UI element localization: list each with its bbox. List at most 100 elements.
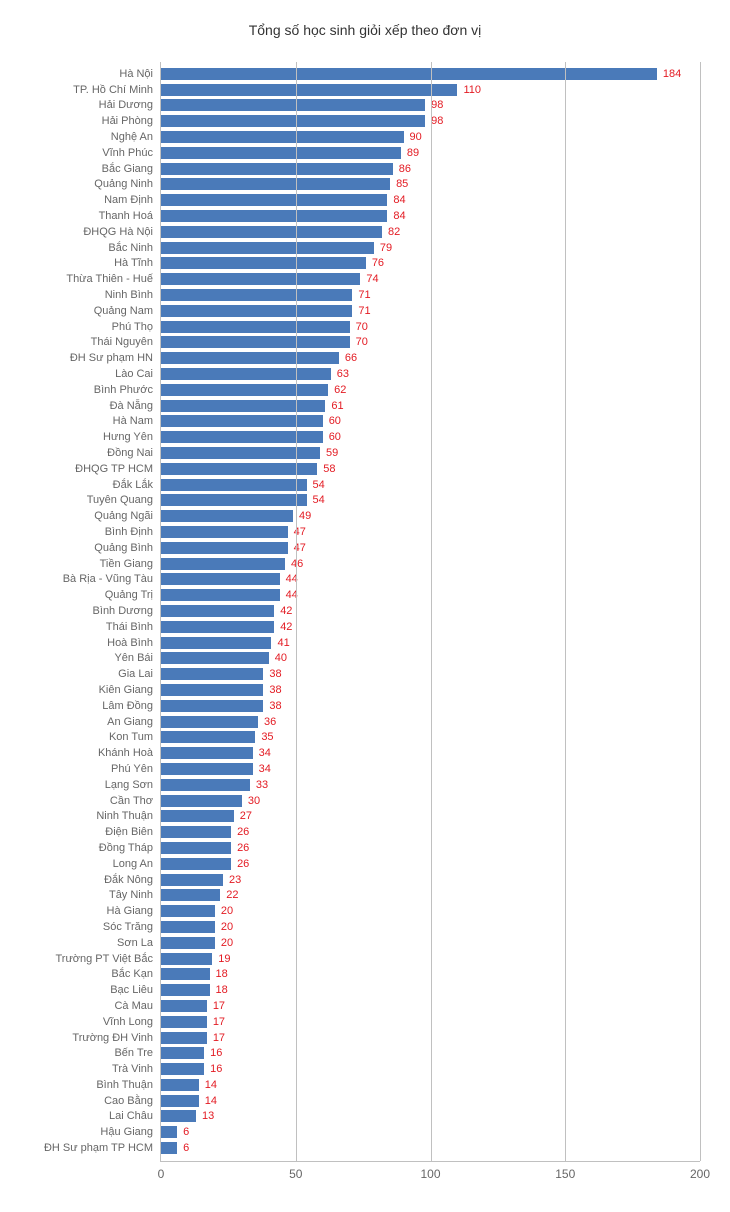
- bar: [161, 131, 404, 143]
- bar: [161, 226, 382, 238]
- bar: [161, 384, 328, 396]
- bar: [161, 858, 231, 870]
- bar: [161, 305, 352, 317]
- value-label: 30: [248, 795, 260, 807]
- bar: [161, 573, 280, 585]
- category-label: Bắc Ninh: [108, 242, 153, 254]
- value-label: 17: [213, 1000, 225, 1012]
- category-label: An Giang: [107, 716, 153, 728]
- bar: [161, 763, 253, 775]
- value-label: 41: [277, 637, 289, 649]
- bar: [161, 84, 457, 96]
- bar: [161, 921, 215, 933]
- value-label: 66: [345, 352, 357, 364]
- category-label: Ninh Thuận: [96, 810, 153, 822]
- bar: [161, 210, 387, 222]
- chart-title: Tổng số học sinh giỏi xếp theo đơn vị: [10, 22, 720, 38]
- category-label: Phú Thọ: [112, 321, 153, 333]
- bar: [161, 336, 350, 348]
- value-label: 54: [313, 494, 325, 506]
- category-label: Bắc Giang: [102, 163, 153, 175]
- bar: [161, 289, 352, 301]
- value-label: 71: [358, 289, 370, 301]
- bar: [161, 1110, 196, 1122]
- bar: [161, 415, 323, 427]
- category-label: Hải Dương: [99, 99, 153, 111]
- category-label: Kon Tum: [109, 731, 153, 743]
- value-label: 54: [313, 479, 325, 491]
- category-label: ĐH Sư phạm TP HCM: [44, 1142, 153, 1154]
- category-label: Bạc Liêu: [110, 984, 153, 996]
- value-label: 14: [205, 1079, 217, 1091]
- category-label: Sóc Trăng: [103, 921, 153, 933]
- bar: [161, 795, 242, 807]
- bar: [161, 194, 387, 206]
- value-label: 85: [396, 178, 408, 190]
- gridline: [296, 62, 297, 1161]
- bar: [161, 431, 323, 443]
- category-label: Kiên Giang: [99, 684, 153, 696]
- value-label: 6: [183, 1142, 189, 1154]
- category-label: Tây Ninh: [109, 889, 153, 901]
- category-label: Trường ĐH Vinh: [72, 1032, 153, 1044]
- value-label: 98: [431, 115, 443, 127]
- value-label: 20: [221, 937, 233, 949]
- value-label: 70: [356, 336, 368, 348]
- value-label: 84: [393, 210, 405, 222]
- plot-area: Hà Nội184TP. Hồ Chí Minh110Hải Dương98Hả…: [160, 62, 700, 1162]
- gridline: [700, 62, 701, 1161]
- chart-container: Tổng số học sinh giỏi xếp theo đơn vị Hà…: [0, 0, 730, 1212]
- value-label: 42: [280, 621, 292, 633]
- value-label: 16: [210, 1063, 222, 1075]
- bar: [161, 321, 350, 333]
- value-label: 38: [269, 668, 281, 680]
- bar: [161, 889, 220, 901]
- bar: [161, 937, 215, 949]
- bar: [161, 810, 234, 822]
- bar: [161, 605, 274, 617]
- bar: [161, 558, 285, 570]
- value-label: 23: [229, 874, 241, 886]
- bar: [161, 700, 263, 712]
- category-label: Quảng Trị: [105, 589, 153, 601]
- category-label: Bình Định: [105, 526, 153, 538]
- category-label: Yên Bái: [114, 652, 153, 664]
- bar: [161, 368, 331, 380]
- category-label: ĐHQG TP HCM: [75, 463, 153, 475]
- bar: [161, 257, 366, 269]
- value-label: 82: [388, 226, 400, 238]
- category-label: Tiền Giang: [100, 558, 153, 570]
- value-label: 84: [393, 194, 405, 206]
- category-label: TP. Hồ Chí Minh: [73, 84, 153, 96]
- bar: [161, 747, 253, 759]
- bar: [161, 147, 401, 159]
- category-label: Đồng Tháp: [99, 842, 153, 854]
- category-label: Hà Nam: [113, 415, 153, 427]
- value-label: 79: [380, 242, 392, 254]
- gridline: [565, 62, 566, 1161]
- value-label: 13: [202, 1110, 214, 1122]
- value-label: 26: [237, 842, 249, 854]
- value-label: 27: [240, 810, 252, 822]
- category-label: Trà Vinh: [112, 1063, 153, 1075]
- value-label: 74: [366, 273, 378, 285]
- value-label: 70: [356, 321, 368, 333]
- category-label: Long An: [113, 858, 153, 870]
- category-label: Vĩnh Long: [103, 1016, 153, 1028]
- x-tick-label: 0: [158, 1161, 165, 1181]
- category-label: Hải Phòng: [102, 115, 153, 127]
- category-label: Lâm Đồng: [102, 700, 153, 712]
- x-tick-label: 100: [420, 1161, 440, 1181]
- bar: [161, 115, 425, 127]
- bar: [161, 479, 307, 491]
- category-label: Đắk Lắk: [113, 479, 153, 491]
- value-label: 19: [218, 953, 230, 965]
- category-label: Đắk Nông: [104, 874, 153, 886]
- bar: [161, 826, 231, 838]
- bar: [161, 779, 250, 791]
- bar: [161, 1142, 177, 1154]
- bar: [161, 1000, 207, 1012]
- value-label: 38: [269, 684, 281, 696]
- category-label: Nam Định: [104, 194, 153, 206]
- value-label: 60: [329, 415, 341, 427]
